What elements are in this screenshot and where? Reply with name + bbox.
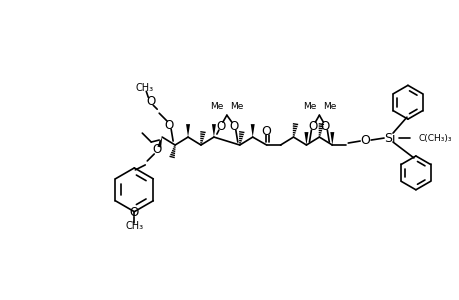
Text: Me: Me <box>322 102 335 111</box>
Text: O: O <box>129 206 139 219</box>
Text: Me: Me <box>210 102 223 111</box>
Polygon shape <box>304 132 308 145</box>
Polygon shape <box>157 137 162 148</box>
Text: O: O <box>261 124 271 138</box>
Text: O: O <box>152 143 162 157</box>
Text: CH₃: CH₃ <box>135 83 153 93</box>
Text: O: O <box>229 120 238 133</box>
Text: O: O <box>216 120 225 133</box>
Polygon shape <box>185 124 190 137</box>
Text: O: O <box>308 120 317 133</box>
Polygon shape <box>250 124 254 137</box>
Polygon shape <box>212 124 215 137</box>
Text: Me: Me <box>230 102 243 111</box>
Text: O: O <box>164 118 174 132</box>
Text: C(CH₃)₃: C(CH₃)₃ <box>418 134 451 142</box>
Text: Si: Si <box>383 132 395 145</box>
Polygon shape <box>330 132 334 145</box>
Text: CH₃: CH₃ <box>125 220 143 231</box>
Text: Me: Me <box>302 102 315 111</box>
Text: O: O <box>320 120 329 133</box>
Text: O: O <box>146 95 156 108</box>
Text: O: O <box>359 134 369 147</box>
